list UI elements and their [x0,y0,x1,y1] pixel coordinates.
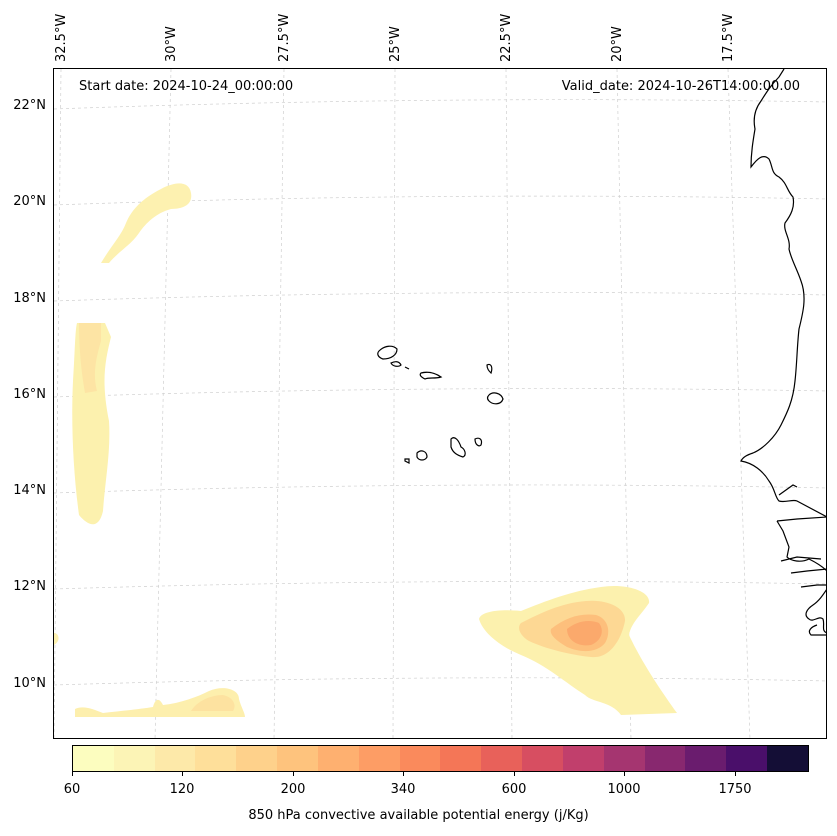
colorbar-segment-10 [481,746,523,771]
gridline-lat-14 [54,484,826,494]
colorbar-tickmark-340 [403,772,404,776]
gridline-lon-27-5 [273,69,285,738]
island-boa-vista [486,392,504,405]
start-date-annotation: Start date: 2024-10-24_00:00:00 [79,79,294,94]
gridline-lon-32-5 [54,69,62,738]
cape-blob-southwest-core [191,695,235,711]
colorbar-segment-13 [603,746,645,771]
africa-coast-detail-1 [778,484,798,496]
lat-label-12n: 12°N [13,579,46,594]
island-fogo [416,450,428,461]
lon-label-17-5w: 17.5°W [721,13,736,62]
colorbar-tick-340: 340 [390,782,416,797]
colorbar-tickmark-60 [72,772,73,776]
cape-blob-west-strip [72,323,111,525]
colorbar-tick-600: 600 [501,782,527,797]
lat-label-16n: 16°N [13,387,46,402]
island-santa-luzia [404,366,410,370]
colorbar-segment-16 [726,746,768,771]
lon-label-32-5w: 32.5°W [54,13,69,62]
colorbar-segment-2 [154,746,196,771]
colorbar-tick-1000: 1000 [607,782,641,797]
island-maio [474,437,483,447]
lon-label-25w: 25°W [388,26,403,62]
colorbar-segment-14 [644,746,686,771]
colorbar-segment-7 [358,746,400,771]
africa-coast-detail-4 [790,568,826,574]
colorbar-tickmark-600 [514,772,515,776]
colorbar-segment-3 [195,746,237,771]
lat-label-10n: 10°N [13,676,46,691]
island-santo-antao [377,345,398,360]
africa-coast-detail-5 [800,584,826,588]
colorbar-tickmark-1000 [624,772,625,776]
cape-field [54,183,677,717]
island-sao-vicente [390,361,402,367]
gridline-lon-25 [392,69,396,738]
gridline-lat-22 [54,99,826,110]
colorbar-tickmark-200 [293,772,294,776]
island-santiago [450,437,466,458]
lon-label-27-5w: 27.5°W [277,13,292,62]
colorbar [72,745,809,772]
colorbar-segment-11 [522,746,563,771]
cape-blob-southeast-core [567,621,602,646]
gridline-lat-10 [54,677,826,686]
africa-coast-detail-2 [776,516,826,522]
cape-blob-west-edge [54,633,59,645]
colorbar-tickmark-120 [182,772,183,776]
lat-label-20n: 20°N [13,194,46,209]
colorbar-segment-8 [399,746,441,771]
colorbar-segment-5 [277,746,318,771]
colorbar-segment-12 [562,746,604,771]
lon-label-22-5w: 22.5°W [499,13,514,62]
lon-label-20w: 20°W [610,26,625,62]
coastlines [377,69,826,636]
gridline-lon-17-5 [727,69,751,738]
colorbar-segment-4 [236,746,278,771]
valid-date-annotation: Valid_date: 2024-10-26T14:00:00.00 [561,79,800,94]
colorbar-tick-120: 120 [169,782,195,797]
colorbar-segment-1 [113,746,155,771]
gridline-lat-18 [54,292,826,302]
cape-blob-north [101,183,192,263]
colorbar-segment-0 [73,746,114,771]
lon-label-30w: 30°W [164,26,179,62]
gridline-lat-12 [54,581,826,590]
island-brava [404,458,410,464]
colorbar-tick-200: 200 [280,782,306,797]
colorbar-label: 850 hPa convective available potential e… [248,808,589,823]
map-canvas [54,69,826,738]
cape-blob-west-strip-core [79,323,101,393]
gridline-lon-30 [154,69,172,738]
colorbar-segment-15 [685,746,727,771]
lat-label-22n: 22°N [13,98,46,113]
colorbar-tick-60: 60 [63,782,81,797]
gridline-lat-16 [54,388,826,398]
colorbar-segment-17 [767,746,808,771]
africa-coast-detail-3 [780,556,822,562]
lat-label-14n: 14°N [13,483,46,498]
colorbar-segment-6 [317,746,359,771]
island-sal [486,363,493,375]
colorbar-tick-1750: 1750 [718,782,752,797]
africa-coast [740,69,826,636]
island-sao-nicolau [419,371,443,380]
map-panel: Start date: 2024-10-24_00:00:00 Valid_da… [53,68,827,739]
lat-label-18n: 18°N [13,291,46,306]
colorbar-segment-9 [440,746,482,771]
gridlines [54,69,826,738]
colorbar-tickmark-1750 [735,772,736,776]
